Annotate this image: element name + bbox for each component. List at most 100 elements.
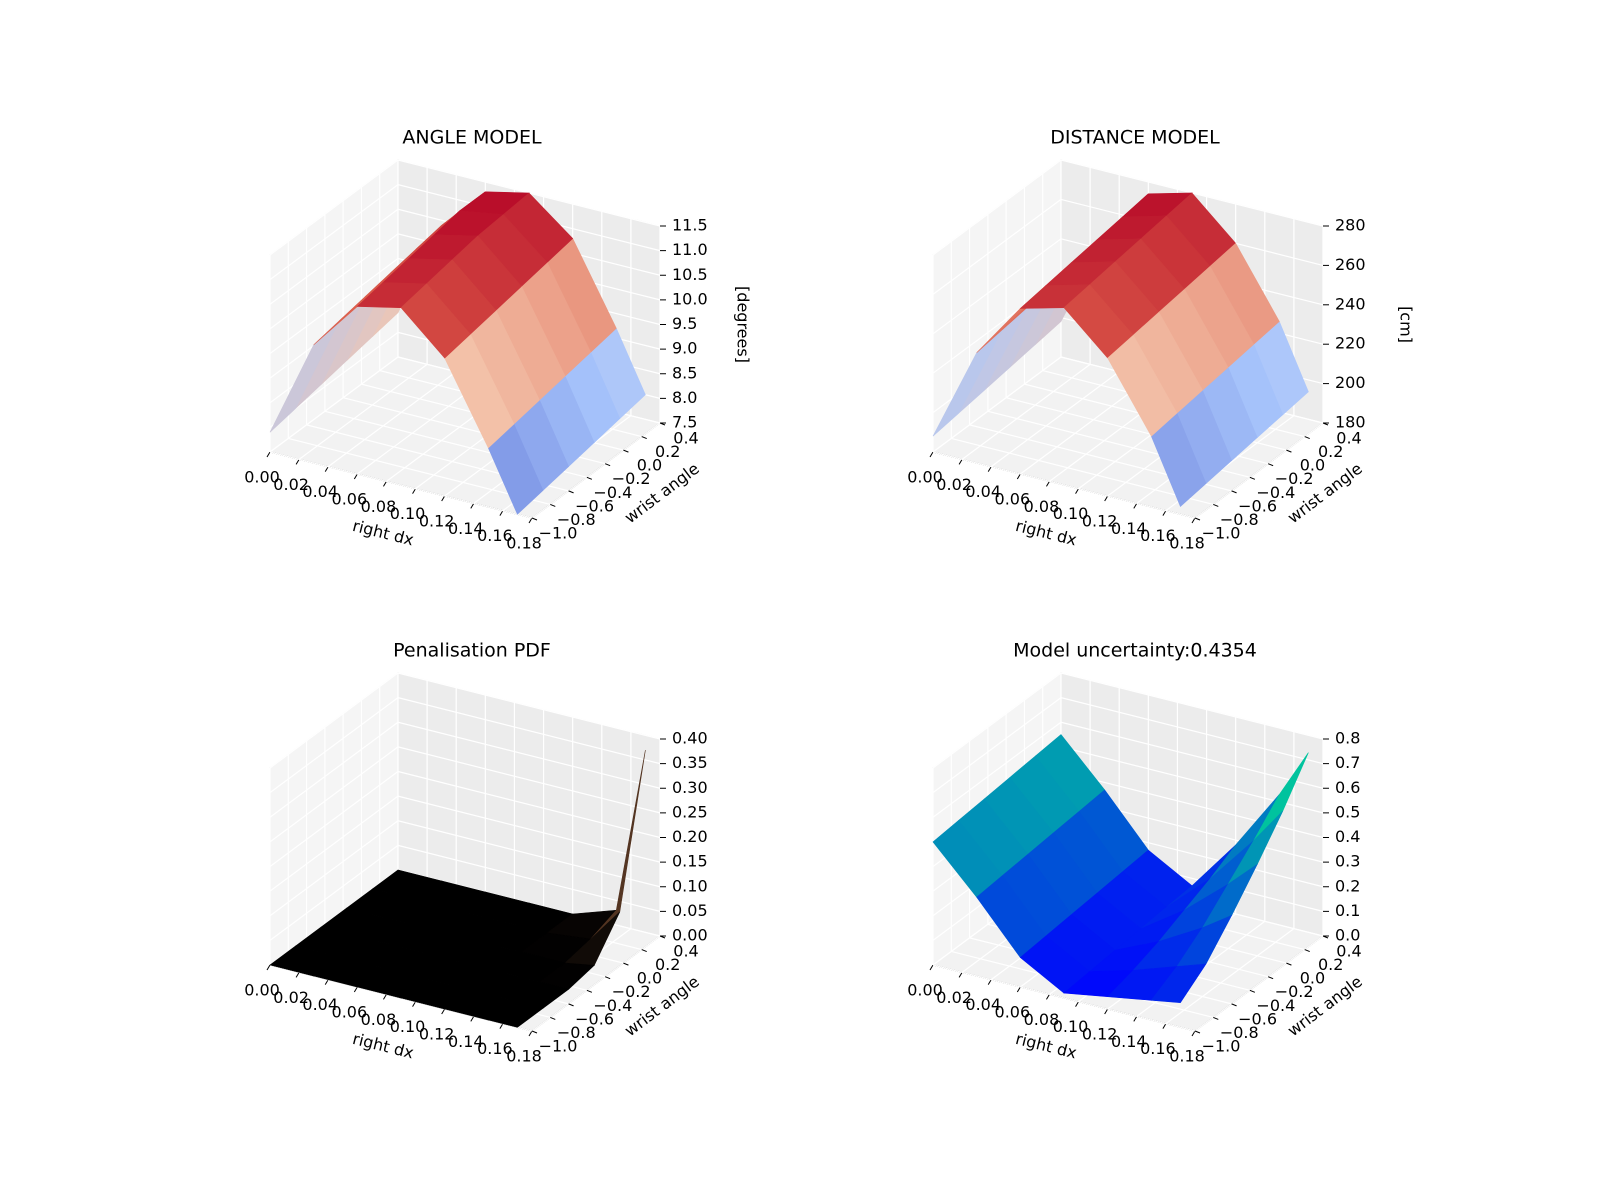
grid-line: [932, 159, 1062, 256]
y-tick-label: −1.0: [539, 524, 578, 543]
chart-title: ANGLE MODEL: [402, 127, 542, 149]
x-tick-label: 0.16: [477, 1039, 513, 1058]
y-tick-label: −0.2: [612, 982, 651, 1001]
x-tick-label: 0.18: [506, 1047, 542, 1066]
grid-line: [397, 844, 661, 912]
grid-line: [932, 238, 1062, 335]
x-tick-label: 0.04: [302, 995, 338, 1014]
y-tick-label: −1.0: [539, 1037, 578, 1056]
x-tick-label: 0.14: [1111, 1032, 1147, 1051]
grid-line: [397, 697, 661, 765]
x-tick: [266, 964, 271, 971]
y-tick: [1286, 962, 1292, 966]
x-tick-label: 0.16: [1140, 526, 1176, 545]
y-tick-label: −1.0: [1202, 524, 1241, 543]
chart-title: Model uncertainty:0.4354: [1013, 640, 1257, 662]
grid-line: [269, 451, 533, 519]
z-tick-label: 260: [1335, 255, 1366, 274]
grid-line: [932, 356, 1062, 453]
z-tick-label: 0.8: [1335, 729, 1360, 748]
z-axis-label: [cm]: [1397, 306, 1416, 343]
x-tick-label: 0.04: [302, 482, 338, 501]
x-tick-label: 0.10: [390, 1017, 426, 1036]
y-tick-label: 0.2: [655, 955, 680, 974]
x-tick-label: 0.12: [1082, 1025, 1118, 1044]
x-tick: [1191, 517, 1196, 524]
grid-line: [1060, 697, 1324, 765]
y-tick: [1304, 949, 1310, 953]
grid-line: [1165, 928, 1295, 1025]
y-tick-label: −0.2: [1275, 982, 1314, 1001]
x-tick: [412, 1001, 416, 1007]
x-tick: [929, 451, 934, 458]
y-tick-label: −0.2: [612, 469, 651, 488]
x-tick: [1075, 488, 1079, 494]
y-tick-label: 0.0: [1300, 456, 1325, 475]
x-tick: [1104, 495, 1109, 502]
y-tick: [531, 1030, 538, 1034]
y-tick-label: −0.8: [1220, 510, 1259, 529]
grid-line: [531, 422, 661, 519]
grid-line: [298, 363, 428, 460]
x-tick: [441, 495, 446, 502]
grid-line: [397, 746, 661, 814]
y-tick: [586, 989, 593, 993]
grid-line: [269, 208, 399, 305]
y-tick-label: 0.2: [655, 442, 680, 461]
grid-line: [1060, 770, 1324, 839]
y-tick-label: −0.6: [1238, 496, 1277, 515]
x-tick: [1133, 503, 1138, 509]
grid-line: [269, 258, 399, 354]
y-tick-label: 0.4: [673, 429, 698, 448]
x-tick-label: 0.18: [506, 534, 542, 553]
subplot: DISTANCE MODEL0.000.020.040.060.080.100.…: [907, 127, 1415, 553]
x-tick: [499, 510, 504, 516]
y-tick: [641, 949, 647, 953]
surface-face: [487, 1000, 544, 1028]
x-tick: [1133, 1016, 1138, 1022]
x-tick-label: 0.04: [965, 482, 1001, 501]
y-tick: [1304, 436, 1310, 440]
y-tick: [1267, 976, 1274, 980]
x-tick: [383, 994, 387, 1000]
y-tick: [531, 517, 538, 521]
z-tick-label: 0.5: [1335, 802, 1360, 821]
subplot: Penalisation PDF0.000.020.040.060.080.10…: [244, 640, 707, 1066]
x-tick-label: 0.02: [936, 988, 972, 1007]
grid-line: [269, 697, 399, 794]
x-tick: [929, 964, 934, 971]
grid-line: [961, 363, 1091, 460]
grid-line: [932, 964, 1196, 1032]
grid-line: [269, 159, 399, 256]
x-tick-label: 0.16: [477, 526, 513, 545]
x-tick: [1104, 1008, 1109, 1015]
grid-line: [269, 356, 399, 453]
y-tick: [1286, 449, 1292, 453]
z-tick-label: 11.5: [672, 216, 708, 235]
grid-line: [1194, 935, 1324, 1032]
z-tick-label: 200: [1335, 373, 1366, 392]
x-tick-label: 0.06: [995, 1003, 1031, 1022]
x-tick: [1191, 1030, 1196, 1037]
x-tick: [324, 466, 329, 472]
y-tick: [1194, 517, 1201, 521]
z-tick-label: 8.5: [672, 363, 697, 382]
subplot: Model uncertainty:0.4354 0.000.020.040.06…: [907, 640, 1366, 1066]
z-tick-label: 0.20: [672, 827, 708, 846]
grid-line: [269, 746, 399, 843]
grid-line: [269, 844, 399, 941]
x-tick-label: 0.08: [361, 1010, 397, 1029]
y-tick: [1231, 1003, 1237, 1007]
z-tick-label: 0.10: [672, 876, 708, 895]
z-tick-label: 0.4: [1335, 827, 1360, 846]
y-tick: [623, 962, 629, 966]
x-tick: [528, 1030, 533, 1037]
y-tick: [604, 976, 611, 980]
x-tick: [528, 517, 533, 524]
y-tick-label: 0.0: [637, 969, 662, 988]
y-tick: [1231, 490, 1237, 494]
x-tick: [353, 986, 358, 993]
grid-line: [269, 771, 399, 867]
x-tick-label: 0.12: [1082, 512, 1118, 531]
x-tick-label: 0.14: [448, 519, 484, 538]
